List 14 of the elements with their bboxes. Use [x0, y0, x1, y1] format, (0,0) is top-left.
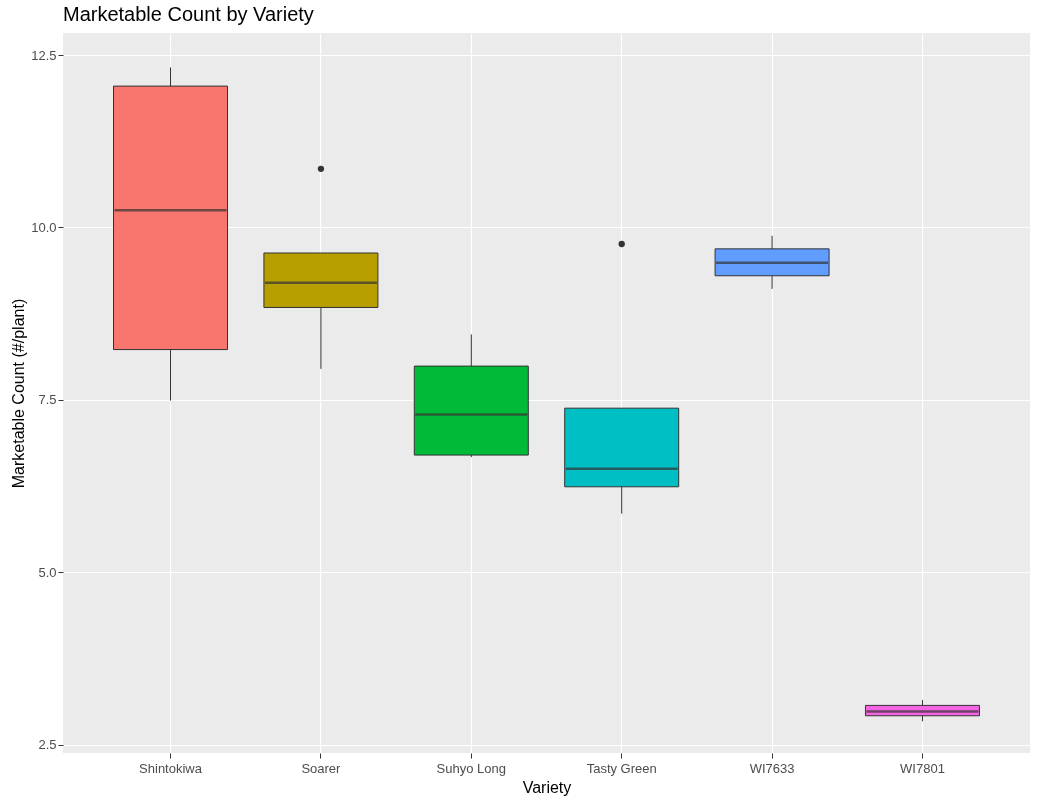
- y-tick-label: 5.0: [38, 564, 57, 580]
- x-tick-label: Shintokiwa: [139, 760, 203, 776]
- y-tick-label: 2.5: [38, 737, 57, 753]
- y-tick-label: 12.5: [31, 47, 57, 63]
- x-tick-label: Tasty Green: [586, 760, 657, 776]
- x-tick-label: Suhyo Long: [436, 760, 507, 776]
- y-tick-label: 7.5: [38, 392, 57, 408]
- x-tick-label: WI7633: [749, 760, 795, 776]
- y-axis-title: Marketable Count (#/plant): [10, 298, 28, 489]
- x-tick-label: Soarer: [301, 760, 342, 776]
- chart-title: Marketable Count by Variety: [63, 3, 314, 25]
- x-axis-title: Variety: [522, 778, 572, 796]
- y-tick-label: 10.0: [31, 219, 57, 235]
- x-tick-label: WI7801: [900, 760, 945, 776]
